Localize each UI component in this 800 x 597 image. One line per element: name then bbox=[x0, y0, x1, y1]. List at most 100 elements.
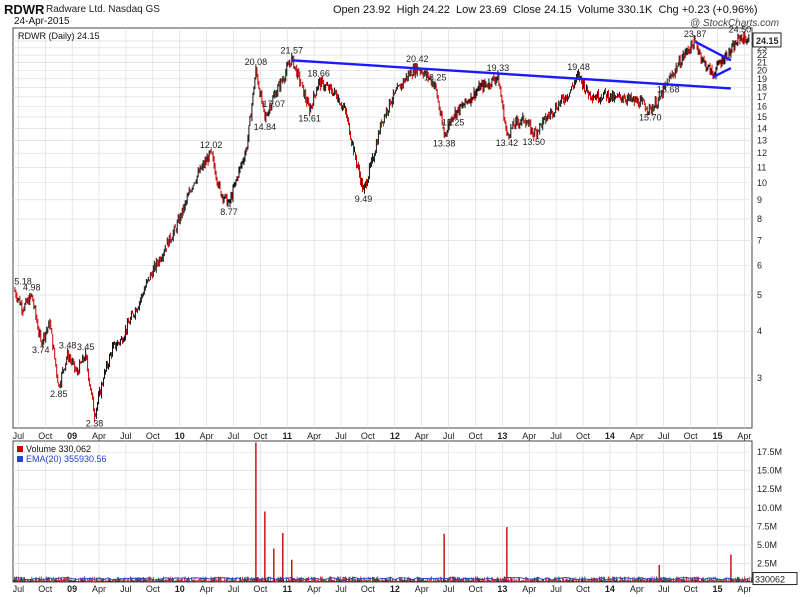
price-x-tick-label: Apr bbox=[307, 431, 321, 441]
price-y-tick-label: 20 bbox=[757, 65, 767, 75]
price-y-tick-label: 11 bbox=[757, 162, 766, 172]
volume-ema-line bbox=[13, 576, 750, 581]
last-price-tag-box bbox=[752, 32, 782, 48]
price-x-tick-label: Oct bbox=[361, 431, 376, 441]
price-annotation-label: 15.25 bbox=[442, 117, 465, 127]
price-x-tick-label: Jul bbox=[658, 431, 670, 441]
price-x-tick-label: Apr bbox=[737, 431, 751, 441]
ohlc-readout: Open 23.92 High 24.22 Low 23.69 Close 24… bbox=[333, 4, 758, 16]
price-x-tick-label: Oct bbox=[684, 431, 699, 441]
price-legend: RDWR (Daily) 24.15 bbox=[18, 31, 100, 41]
price-y-tick-label: 8 bbox=[757, 214, 762, 224]
volume-x-tick-label: Apr bbox=[522, 584, 536, 594]
price-y-tick-label: 16 bbox=[757, 102, 767, 112]
volume-x-tick-label: Jul bbox=[658, 584, 670, 594]
volume-x-tick-label: Apr bbox=[200, 584, 214, 594]
high-label: High bbox=[396, 4, 420, 16]
price-y-tick-label: 13 bbox=[757, 135, 767, 145]
volume-x-tick-label: 11 bbox=[283, 584, 293, 594]
price-annotation-label: 3.74 bbox=[32, 345, 50, 355]
price-y-tick-label: 22 bbox=[757, 50, 767, 60]
price-y-tick-label: 23 bbox=[757, 43, 767, 53]
price-x-tick-label: 09 bbox=[67, 431, 77, 441]
price-annotation-label: 14.84 bbox=[254, 122, 277, 132]
price-annotation-label: 15.70 bbox=[639, 113, 662, 123]
volume-x-tick-label: Apr bbox=[630, 584, 644, 594]
price-x-tick-label: Jul bbox=[13, 431, 25, 441]
volume-y-tick-label: 5.0M bbox=[757, 540, 777, 550]
volume-x-tick-label: 12 bbox=[390, 584, 400, 594]
price-x-tick-label: Apr bbox=[630, 431, 644, 441]
volume-label: Volume bbox=[577, 4, 615, 16]
volume-x-tick-label: Oct bbox=[146, 584, 161, 594]
high-value: 24.22 bbox=[422, 4, 450, 16]
price-x-tick-label: Oct bbox=[38, 431, 53, 441]
price-y-tick-label: 12 bbox=[757, 148, 767, 158]
open-label: Open bbox=[333, 4, 360, 16]
volume-x-tick-label: Jul bbox=[443, 584, 455, 594]
price-x-tick-label: 10 bbox=[175, 431, 185, 441]
price-x-tick-label: Oct bbox=[576, 431, 591, 441]
price-annotation-label: 3.45 bbox=[77, 342, 95, 352]
volume-x-tick-label: 15 bbox=[712, 584, 722, 594]
price-y-tick-label: 5 bbox=[757, 290, 762, 300]
ticker-symbol: RDWR bbox=[4, 2, 45, 17]
price-x-tick-label: 12 bbox=[390, 431, 400, 441]
volume-x-tick-label: 10 bbox=[175, 584, 185, 594]
close-value: 24.15 bbox=[544, 4, 572, 16]
price-x-tick-label: 15 bbox=[712, 431, 722, 441]
price-annotation-label: 9.49 bbox=[355, 194, 373, 204]
close-label: Close bbox=[512, 4, 542, 16]
price-x-tick-label: 13 bbox=[497, 431, 507, 441]
volume-x-tick-label: Jul bbox=[550, 584, 562, 594]
price-annotation-label: 18.25 bbox=[424, 72, 447, 82]
price-x-tick-label: Jul bbox=[550, 431, 562, 441]
price-x-tick-label: Apr bbox=[522, 431, 536, 441]
price-x-tick-label: Apr bbox=[92, 431, 106, 441]
volume-x-tick-label: Oct bbox=[468, 584, 483, 594]
ema-legend: EMA(20) 355930.56 bbox=[26, 454, 107, 464]
price-x-tick-label: Jul bbox=[228, 431, 240, 441]
volume-x-tick-label: Oct bbox=[253, 584, 268, 594]
price-x-tick-label: Oct bbox=[253, 431, 268, 441]
volume-x-tick-label: Apr bbox=[307, 584, 321, 594]
price-annotation-label: 15.61 bbox=[298, 114, 321, 124]
price-y-tick-label: 19 bbox=[757, 74, 767, 84]
price-y-tick-label: 21 bbox=[757, 58, 767, 68]
volume-last-tag: 330062 bbox=[755, 575, 785, 585]
price-panel bbox=[12, 27, 753, 429]
low-value: 23.69 bbox=[479, 4, 507, 16]
price-annotation-label: 8.77 bbox=[220, 207, 238, 217]
price-annotation-label: 19.33 bbox=[487, 63, 510, 73]
price-series bbox=[14, 30, 750, 423]
volume-x-tick-label: Jul bbox=[228, 584, 240, 594]
volume-x-tick-label: Oct bbox=[38, 584, 53, 594]
price-y-tick-label: 7 bbox=[757, 236, 762, 246]
price-x-tick-label: 11 bbox=[283, 431, 293, 441]
volume-y-tick-label: 12.5M bbox=[757, 484, 782, 494]
price-annotation-label: 17.07 bbox=[263, 99, 286, 109]
price-x-tick-label: Jul bbox=[335, 431, 347, 441]
volume-x-tick-label: 09 bbox=[67, 584, 77, 594]
volume-y-tick-label: 7.5M bbox=[757, 521, 777, 531]
volume-y-tick-label: 15.0M bbox=[757, 466, 782, 476]
volume-x-tick-label: 14 bbox=[605, 584, 615, 594]
price-y-tick-label: 4 bbox=[757, 326, 762, 336]
trendline bbox=[694, 40, 732, 62]
price-annotation-label: 5.18 bbox=[14, 276, 32, 286]
volume-x-tick-label: Jul bbox=[13, 584, 25, 594]
volume-panel bbox=[12, 440, 753, 583]
volume-x-tick-label: Jul bbox=[335, 584, 347, 594]
open-value: 23.92 bbox=[362, 4, 391, 16]
price-y-tick-label: 3 bbox=[757, 373, 762, 383]
price-y-tick-label: 14 bbox=[757, 123, 767, 133]
price-x-tick-label: Apr bbox=[200, 431, 214, 441]
price-y-tick-label: 18 bbox=[757, 83, 767, 93]
volume-value: 330.1K bbox=[617, 4, 653, 16]
price-x-tick-label: Jul bbox=[120, 431, 132, 441]
price-y-tick-label: 6 bbox=[757, 260, 762, 270]
volume-x-tick-label: 13 bbox=[497, 584, 507, 594]
price-annotation-label: 19.48 bbox=[567, 62, 590, 72]
volume-x-tick-label: Apr bbox=[415, 584, 429, 594]
